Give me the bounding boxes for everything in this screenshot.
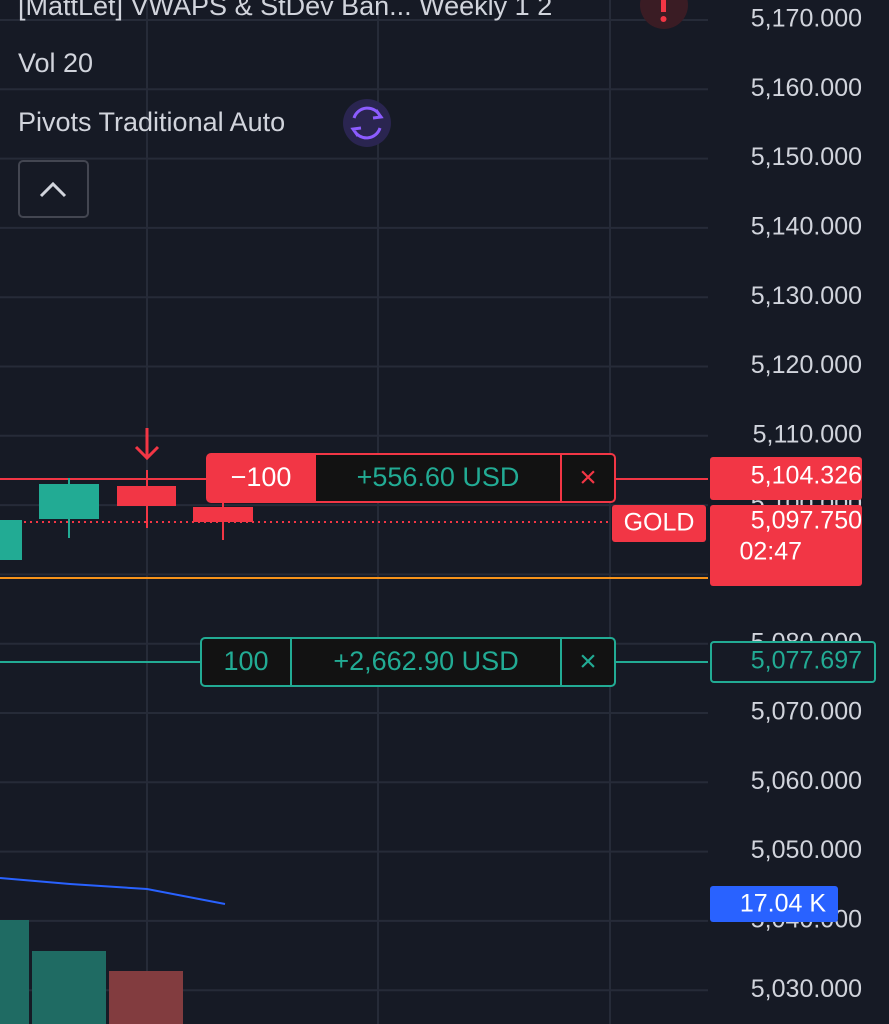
- symbol-name: GOLD: [624, 509, 695, 537]
- volume-tag: [710, 886, 838, 922]
- candle: [117, 486, 176, 506]
- volume-bar: [109, 971, 183, 1024]
- volume-bar: [32, 951, 106, 1024]
- sell-price-tag: [710, 457, 862, 500]
- price-axis-label: 5,050.000: [751, 836, 862, 864]
- order-qty: −100: [231, 462, 292, 492]
- collapse-button[interactable]: [18, 160, 89, 218]
- price-axis-label: 5,130.000: [751, 282, 862, 310]
- last-price-tag: [710, 505, 862, 586]
- price-axis: 5,170.000 5,160.000 5,150.000 5,140.000 5,13…: [751, 5, 862, 1003]
- volume-bar: [0, 920, 29, 1024]
- order-close[interactable]: ×: [579, 645, 597, 678]
- indicator-label[interactable]: [MattLet] VWAPS & StDev Ban... Weekly 1 …: [18, 0, 552, 21]
- order-pnl: +2,662.90 USD: [333, 646, 518, 676]
- volume-ma-line: [0, 877, 226, 905]
- bar-countdown: 02:47: [739, 538, 802, 566]
- price-axis-label: 5,170.000: [751, 5, 862, 33]
- sync-icon[interactable]: [343, 99, 391, 147]
- price-axis-label: 5,120.000: [751, 351, 862, 379]
- buy-price-tag: [710, 641, 876, 683]
- price-axis-label: 5,070.000: [751, 698, 862, 726]
- candle: [193, 507, 253, 522]
- buy-order-box[interactable]: [200, 637, 616, 687]
- price-axis-label: 5,140.000: [751, 213, 862, 241]
- alert-mark: [661, 0, 666, 12]
- price-axis-label: 5,160.000: [751, 74, 862, 102]
- grid: [0, 0, 708, 1024]
- sell-arrow: [134, 428, 160, 461]
- last-price: 5,097.750: [751, 507, 862, 535]
- alert-icon[interactable]: [640, 0, 688, 29]
- sell-qty-bg: [207, 454, 316, 502]
- sync-glyph: [350, 106, 384, 140]
- candle: [0, 520, 22, 560]
- indicator-label[interactable]: Vol 20: [18, 48, 93, 78]
- order-close[interactable]: ×: [579, 461, 597, 494]
- volume-value: 17.04 K: [740, 890, 827, 918]
- order-qty: 100: [223, 646, 268, 676]
- indicator-label[interactable]: Pivots Traditional Auto: [18, 107, 285, 137]
- candle: [39, 484, 99, 519]
- order-pnl: +556.60 USD: [357, 462, 520, 492]
- sell-price: 5,104.326: [751, 462, 862, 490]
- buy-price: 5,077.697: [751, 647, 862, 675]
- alert-dot: [660, 16, 667, 22]
- symbol-tag: [612, 505, 706, 542]
- price-axis-label: 5,110.000: [753, 420, 862, 448]
- price-axis-label: 5,150.000: [751, 143, 862, 171]
- price-axis-label: 5,030.000: [751, 975, 862, 1003]
- collapse-glyph: [39, 181, 67, 198]
- price-axis-label: 5,060.000: [751, 767, 862, 795]
